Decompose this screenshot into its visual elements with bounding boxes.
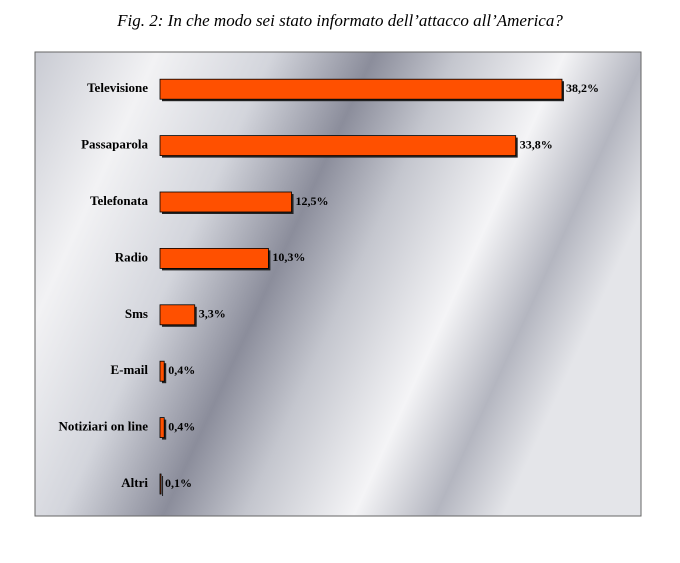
bar: [159, 191, 292, 213]
y-tick-label: Passaparola: [81, 137, 148, 152]
y-tick-label: Sms: [125, 306, 148, 321]
bar: [159, 247, 269, 269]
data-label: 3,3%: [199, 307, 226, 321]
y-tick-label: Televisione: [87, 80, 148, 95]
bar: [159, 360, 165, 382]
plot-area: [34, 51, 642, 517]
bar: [159, 135, 517, 157]
bar-shadow: [162, 476, 164, 496]
y-tick-label: Altri: [121, 475, 148, 490]
y-tick-label: Radio: [115, 249, 148, 264]
data-label: 38,2%: [566, 81, 599, 95]
data-label: 0,1%: [165, 476, 192, 490]
bar: [159, 78, 563, 100]
bar: [159, 473, 162, 495]
data-label: 12,5%: [296, 194, 329, 208]
bar: [159, 304, 196, 326]
bar: [159, 417, 165, 439]
chart-title: Fig. 2: In che modo sei stato informato …: [116, 11, 563, 30]
y-tick-label: Notiziari on line: [58, 419, 148, 434]
data-label: 0,4%: [168, 419, 195, 433]
y-tick-label: Telefonata: [90, 193, 149, 208]
y-tick-label: E-mail: [110, 362, 148, 377]
data-label: 0,4%: [168, 363, 195, 377]
data-label: 33,8%: [520, 137, 553, 151]
data-label: 10,3%: [272, 250, 305, 264]
